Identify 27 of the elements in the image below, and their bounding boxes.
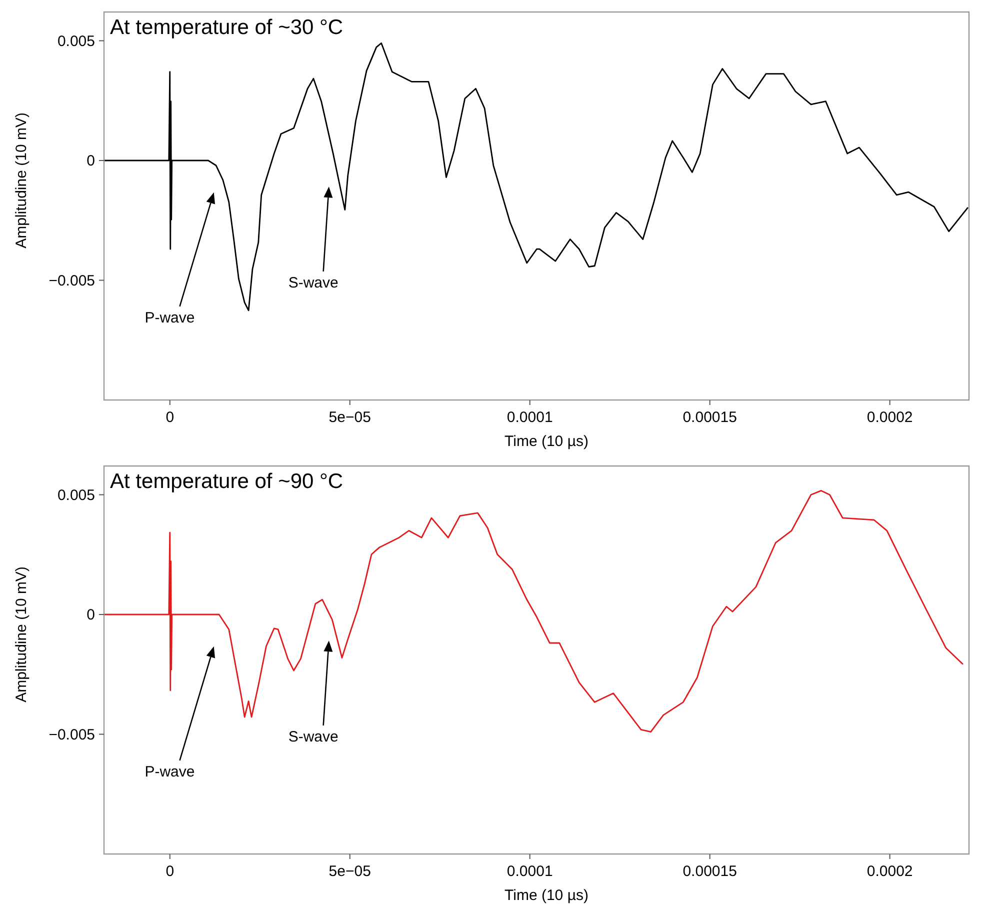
y-axis-title: Amplitudine (10 mV) xyxy=(13,112,30,248)
x-tick-label: 0 xyxy=(166,863,174,880)
x-tick-label: 0.00015 xyxy=(682,409,737,426)
y-tick-label: −0.005 xyxy=(48,272,95,290)
y-tick-label: 0.005 xyxy=(57,32,95,50)
x-tick-label: 0.00015 xyxy=(682,863,737,880)
x-tick-label: 0.0002 xyxy=(866,409,913,426)
line-series xyxy=(104,42,968,312)
annotation: P-wave xyxy=(144,309,195,326)
x-tick-label: 5e−05 xyxy=(328,863,371,880)
x-tick-label: 0.0002 xyxy=(866,863,913,880)
y-tick-label: 0 xyxy=(86,152,95,170)
y-tick-label: −0.005 xyxy=(48,726,95,744)
x-axis-title: Time (10 µs) xyxy=(504,433,588,450)
x-tick-label: 0.0001 xyxy=(506,863,553,880)
y-tick-label: 0.005 xyxy=(57,486,95,504)
x-axis-title: Time (10 µs) xyxy=(504,887,588,904)
chart-title: At temperature of ~30 °C xyxy=(110,16,344,39)
chart-title: At temperature of ~90 °C xyxy=(110,470,344,493)
annotation: S-wave xyxy=(288,728,338,746)
y-tick-label: 0 xyxy=(86,606,95,624)
y-axis-title: Amplitudine (10 mV) xyxy=(13,566,30,702)
annotation: S-wave xyxy=(288,274,338,292)
x-tick-label: 5e−05 xyxy=(328,409,371,426)
x-tick-label: 0 xyxy=(166,409,174,426)
x-tick-label: 0.0001 xyxy=(506,409,553,426)
annotation: P-wave xyxy=(144,763,195,780)
